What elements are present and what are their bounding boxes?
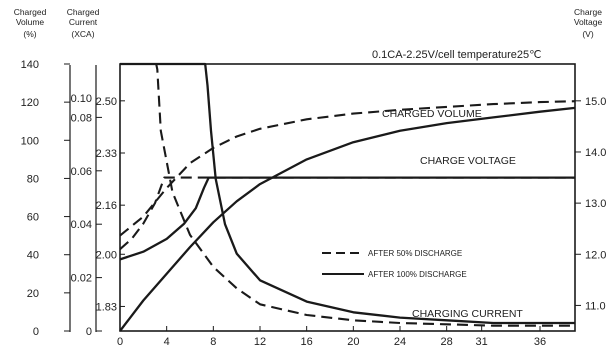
volume-tick-label: 80 xyxy=(27,173,39,185)
voltage-right-tick-label: 12.0 xyxy=(585,249,606,261)
x-tick-label: 24 xyxy=(394,336,406,348)
x-tick-label: 36 xyxy=(534,336,546,348)
volume-axis-title-line2: Volume xyxy=(16,17,45,27)
voltage-left-tick-label: 2.16 xyxy=(96,200,117,212)
volume-tick-label: 20 xyxy=(27,288,39,300)
voltage-right-tick-label: 13.0 xyxy=(585,198,606,210)
voltage-axis-title-line1: Charge xyxy=(574,7,602,17)
volume-axis-title-line1: Charged xyxy=(14,7,47,17)
current-tick-label: 0.06 xyxy=(71,166,92,178)
volume-tick-label: 60 xyxy=(27,212,39,224)
x-tick-label: 16 xyxy=(301,336,313,348)
voltage-left-tick-label: 1.83 xyxy=(96,301,117,313)
series-group xyxy=(119,62,576,332)
volume-tick-label: 140 xyxy=(21,59,39,71)
curve-label-charge-voltage: CHARGE VOLTAGE xyxy=(420,155,516,167)
series-charge-voltage-dashed xyxy=(119,176,575,250)
current-axis-title-line1: Charged xyxy=(67,7,100,17)
voltage-right-tick-label: 14.0 xyxy=(585,147,606,159)
current-tick-label: 0.02 xyxy=(71,273,92,285)
volume-tick-label: 0 xyxy=(33,326,39,338)
x-tick-label: 8 xyxy=(210,336,216,348)
axes-group: 0 4 8 12 16 20 24 28 31 36 0 20 40 60 80 100 120 140 0 0.02… xyxy=(21,59,607,348)
voltage-left-tick-label: 2.33 xyxy=(96,148,117,160)
volume-tick-label: 120 xyxy=(21,97,39,109)
curve-label-charged-volume: CHARGED VOLUME xyxy=(382,108,482,120)
current-tick-label: 0.04 xyxy=(71,219,92,231)
x-tick-label: 12 xyxy=(254,336,266,348)
x-tick-label: 20 xyxy=(347,336,359,348)
voltage-left-tick-label: 2.50 xyxy=(96,96,117,108)
volume-tick-label: 100 xyxy=(21,135,39,147)
volume-tick-label: 40 xyxy=(27,250,39,262)
voltage-axis-title-unit: (V) xyxy=(582,29,594,39)
legend-solid-label: AFTER 100% DISCHARGE xyxy=(368,270,467,279)
current-axis-title-unit: (XCA) xyxy=(71,29,94,39)
series-charged-volume-solid xyxy=(119,106,576,332)
test-condition-label: 0.1CA-2.25V/cell temperature25℃ xyxy=(372,49,542,61)
volume-axis-title-unit: (%) xyxy=(23,29,36,39)
curve-label-charging-current: CHARGING CURRENT xyxy=(412,308,523,320)
legend-dashed-label: AFTER 50% DISCHARGE xyxy=(368,249,462,258)
plot-frame xyxy=(119,63,576,332)
x-tick-label: 31 xyxy=(476,336,488,348)
current-top-label: 0.10 xyxy=(71,93,92,105)
series-charged-volume-dashed xyxy=(119,100,576,237)
current-axis-title-line2: Current xyxy=(69,17,98,27)
x-tick-label: 0 xyxy=(117,336,123,348)
series-charge-voltage-solid xyxy=(119,176,575,261)
voltage-axis-title-line2: Voltage xyxy=(574,17,603,27)
voltage-right-tick-label: 11.0 xyxy=(585,300,606,312)
voltage-right-tick-label: 15.0 xyxy=(585,96,606,108)
series-charging-current-dashed xyxy=(120,62,575,327)
series-charging-current-solid xyxy=(120,62,575,325)
x-tick-label: 28 xyxy=(441,336,453,348)
current-tick-label: 0 xyxy=(86,326,92,338)
x-tick-label: 4 xyxy=(164,336,170,348)
current-tick-label: 0.08 xyxy=(71,112,92,124)
voltage-left-tick-label: 2.00 xyxy=(96,249,117,261)
